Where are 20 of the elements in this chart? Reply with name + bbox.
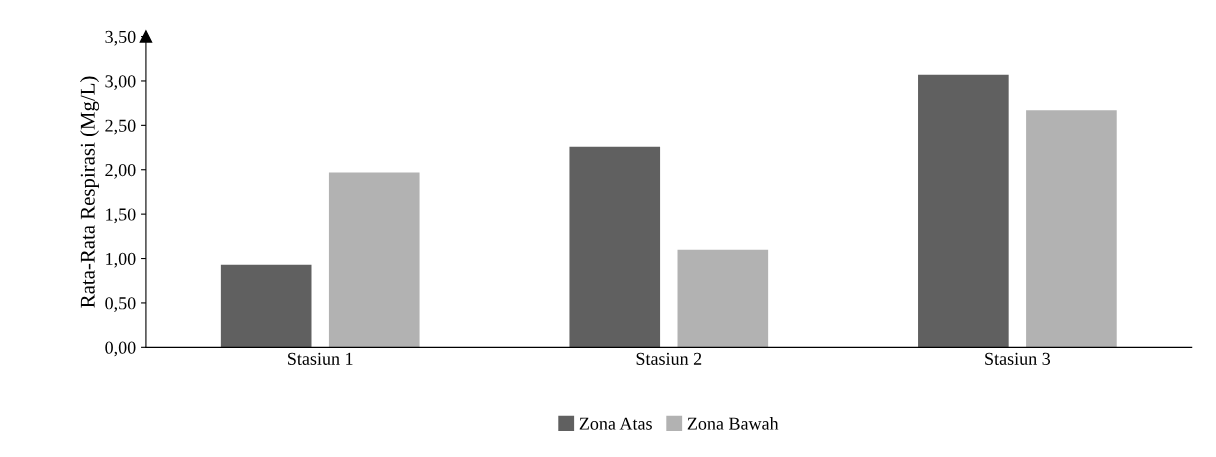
legend-label: Zona Atas	[579, 417, 652, 430]
x-tick-label: Stasiun 3	[985, 352, 1051, 365]
bar	[677, 249, 769, 348]
x-tick-label: Stasiun 2	[636, 352, 702, 365]
bar	[918, 74, 1009, 348]
y-tick-label: 3,00	[105, 75, 136, 90]
y-tick-label: 3,50	[105, 30, 136, 46]
y-tick-label: 0,50	[105, 297, 136, 312]
bar	[1026, 110, 1117, 348]
legend-label: Zona Bawah	[687, 417, 779, 430]
bar	[569, 146, 661, 348]
y-tick-label: 2,00	[105, 164, 136, 179]
y-axis-title: Rata-Rata Respirasi (Mg/L)	[80, 76, 100, 308]
y-tick-label: 2,50	[105, 119, 136, 135]
y-tick-label: 1,00	[106, 252, 136, 268]
y-tick-label: 1,50	[106, 208, 136, 224]
y-tick-label: 0,00	[105, 341, 136, 357]
bar	[220, 264, 312, 348]
bar	[328, 172, 420, 348]
x-tick-label: Stasiun 1	[288, 352, 353, 365]
